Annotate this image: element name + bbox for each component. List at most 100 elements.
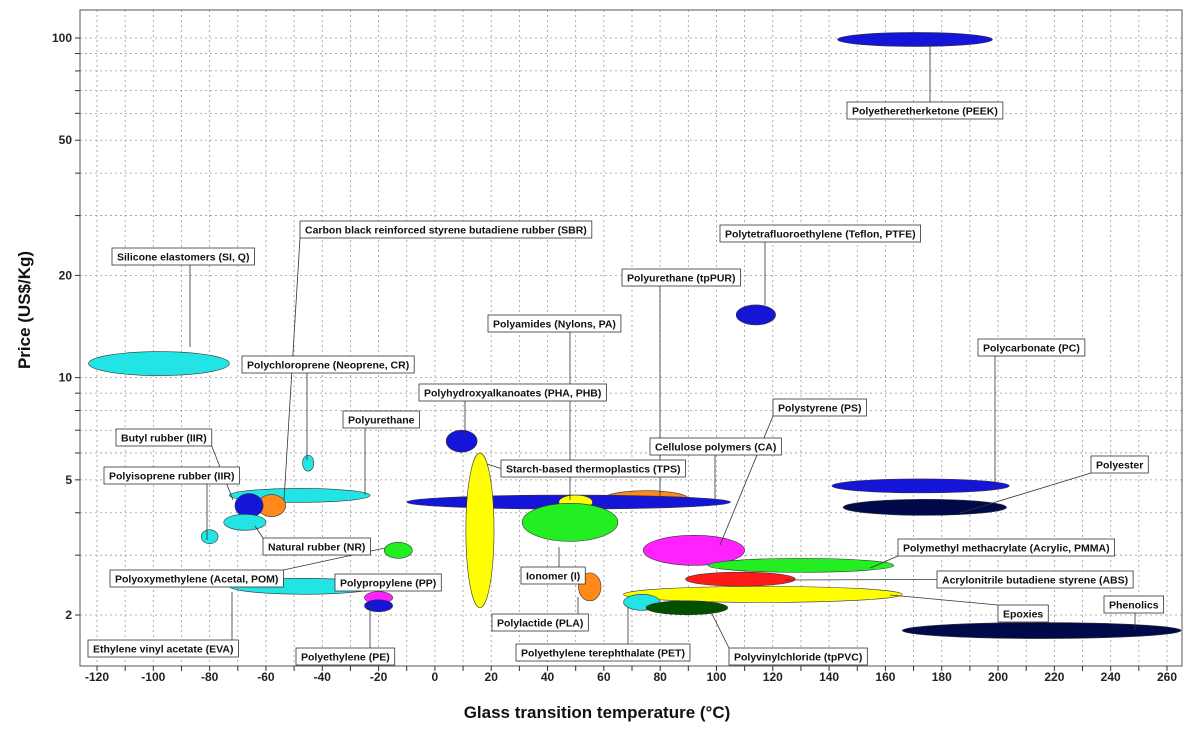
x-tick-label: 80 [653,670,667,684]
leader-line [784,579,938,581]
callout-label: Starch-based thermoplastics (TPS) [506,464,680,476]
y-tick-label: 20 [59,268,73,282]
blob-polyethylene-pe [364,599,393,613]
callout-label: Polychloroprene (Neoprene, CR) [247,360,409,372]
callout-label: Acrylonitrile butadiene styrene (ABS) [942,575,1128,587]
leader-line [486,463,502,469]
callout-butyl-rubber-iir: Butyl rubber (IIR) [115,428,213,447]
callout-box [491,613,589,632]
callout-box [103,466,240,485]
callout-box [500,459,686,478]
blob-starch-based-thermoplastics-tps [465,452,495,609]
callout-silicone-elastomers-si-q: Silicone elastomers (SI, Q) [111,247,255,266]
x-tick-label: 20 [485,670,499,684]
callout-cellulose-polymers-ca: Cellulose polymers (CA) [649,437,782,456]
callout-box [621,268,741,287]
callout-ionomer-i: Ionomer (I) [520,566,586,585]
blob-epoxies [623,586,903,603]
callout-box [1103,595,1165,614]
callout-label: Polycarbonate (PC) [983,343,1080,355]
callout-epoxies: Epoxies [997,604,1049,623]
callout-box [487,314,622,333]
callout-polytetrafluoroethylene-teflon-ptfe: Polytetrafluoroethylene (Teflon, PTFE) [719,224,921,243]
callout-label: Polyhydroxyalkanoates (PHA, PHB) [424,388,601,400]
y-tick-label: 5 [65,473,72,487]
x-tick-label: 100 [706,670,726,684]
callout-ethylene-vinyl-acetate-eva: Ethylene vinyl acetate (EVA) [87,639,239,658]
callout-carbon-black-reinforced-styrene-butadiene-rubber-sbr: Carbon black reinforced styrene butadien… [299,220,593,239]
blob-polyvinylchloride-tppvc [645,600,729,616]
blob-phenolics [902,622,1182,639]
callout-polyetheretherketone-peek: Polyetheretherketone (PEEK) [846,101,1004,120]
callout-box [515,643,691,662]
callout-label: Ionomer (I) [526,571,580,583]
leader-line [959,472,1092,514]
callout-label: Polypropylene (PP) [340,578,436,590]
callout-box [897,538,1115,557]
callout-box [772,398,867,417]
callout-label: Polyisoprene rubber (IIR) [109,471,234,483]
x-tick-label: 260 [1157,670,1177,684]
blob-butyl-rubber-iir [234,493,264,518]
callout-polyethylene-terephthalate-pet: Polyethylene terephthalate (PET) [515,643,691,662]
blob-polyisoprene-rubber-iir [200,529,219,545]
blob-polyetheretherketone-peek [837,32,993,47]
leader-line [709,609,730,649]
callout-label: Polyvinylchloride (tpPVC) [734,652,862,664]
x-tick-label: -120 [85,670,109,684]
callout-box [111,247,255,266]
x-tick-label: -80 [201,670,219,684]
callout-label: Ethylene vinyl acetate (EVA) [93,644,233,656]
blob-ionomer-i [521,502,619,542]
x-tick-label: 180 [932,670,952,684]
callout-label: Polyurethane [348,415,415,427]
callout-box [342,410,420,429]
callout-polypropylene-pp: Polypropylene (PP) [334,573,442,592]
blob-polystyrene-ps [642,535,745,566]
callout-box [295,647,396,666]
callout-label: Polylactide (PLA) [497,618,583,630]
blob-polyhydroxyalkanoates-pha-phb [445,429,478,453]
callout-box [87,639,239,658]
callout-box [115,428,213,447]
callout-label: Cellulose polymers (CA) [655,442,776,454]
callout-box [262,537,371,556]
callout-label: Natural rubber (NR) [268,542,365,554]
leader-line [254,525,264,539]
callout-label: Epoxies [1003,609,1043,621]
blob-polychloroprene-neoprene-cr [302,454,315,472]
y-tick-label: 2 [65,608,72,622]
x-tick-label: 120 [763,670,783,684]
callout-polyisoprene-rubber-iir: Polyisoprene rubber (IIR) [103,466,240,485]
x-tick-label: 200 [988,670,1008,684]
callout-label: Silicone elastomers (SI, Q) [117,252,249,264]
blob-polycarbonate-pc [831,478,1010,494]
callout-label: Polytetrafluoroethylene (Teflon, PTFE) [725,229,916,241]
callout-polycarbonate-pc: Polycarbonate (PC) [977,338,1086,357]
y-tick-label: 100 [52,31,72,45]
x-axis-title: Glass transition temperature (°C) [464,703,731,722]
callout-polyurethane: Polyurethane [342,410,420,429]
callout-label: Polyethylene (PE) [301,652,390,664]
callout-label: Butyl rubber (IIR) [121,433,207,445]
blob-polytetrafluoroethylene-teflon-ptfe [735,304,776,326]
callout-natural-rubber-nr: Natural rubber (NR) [262,537,371,556]
x-tick-label: 40 [541,670,555,684]
callout-phenolics: Phenolics [1103,595,1165,614]
leader-line [889,594,999,606]
callout-polyhydroxyalkanoates-pha-phb: Polyhydroxyalkanoates (PHA, PHB) [418,383,607,402]
axis-layer: -120 -100 -80 -60 -40 -20 0 20 40 60 80 100 120 140 16… [52,31,1177,684]
callout-box [846,101,1004,120]
callout-label: Polyethylene terephthalate (PET) [521,648,685,660]
callout-box [418,383,607,402]
callout-box [1090,455,1149,474]
blob-acrylonitrile-butadiene-styrene-abs [685,571,796,587]
blob-polyester [842,499,1007,516]
blob-natural-rubber-nr [223,513,267,531]
callout-box [334,573,442,592]
callout-acrylonitrile-butadiene-styrene-abs: Acrylonitrile butadiene styrene (ABS) [936,570,1134,589]
x-tick-label: 220 [1044,670,1064,684]
callout-label: Phenolics [1109,600,1159,612]
callout-starch-based-thermoplastics-tps: Starch-based thermoplastics (TPS) [500,459,686,478]
